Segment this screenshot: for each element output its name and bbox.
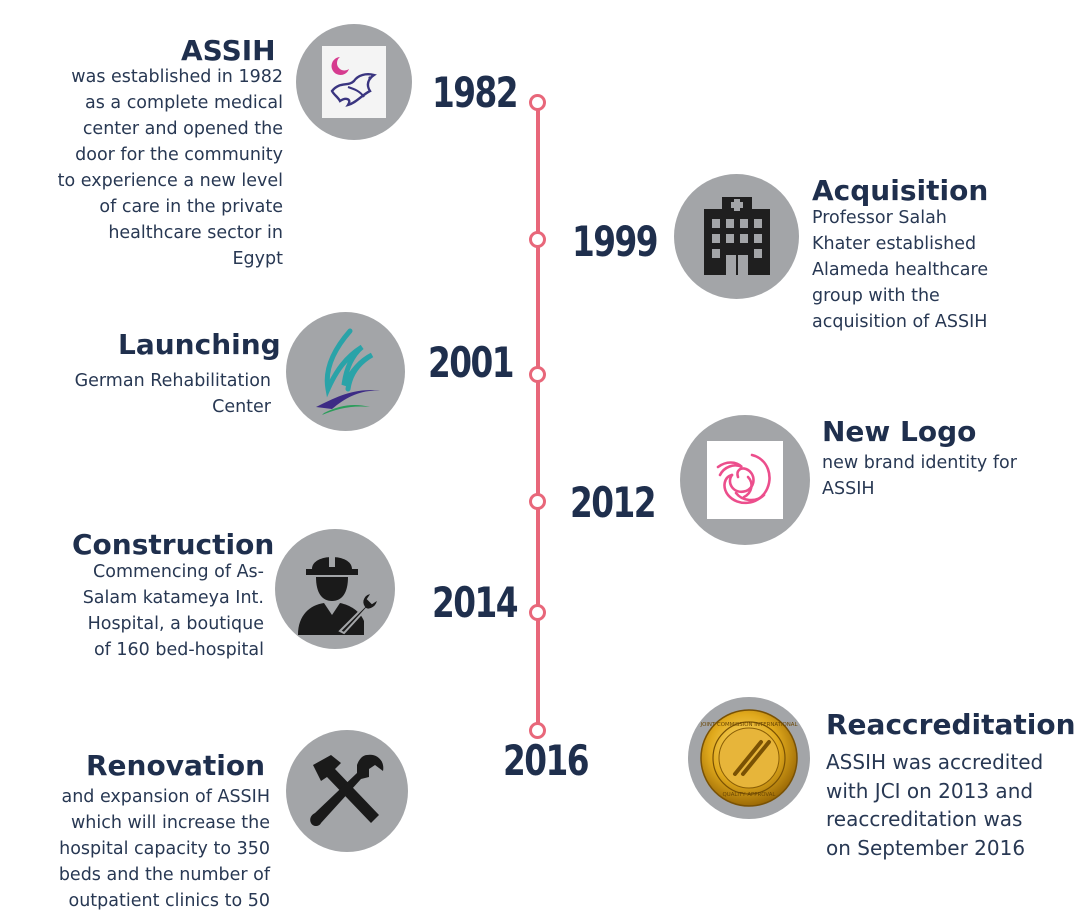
year-2012: 2012 (570, 478, 657, 527)
new-logo-circle (680, 415, 810, 545)
timeline-dot-2001 (529, 366, 546, 383)
assih-title: ASSIH (181, 34, 276, 67)
rehab-center-logo-icon (315, 328, 380, 415)
assih-new-logo-icon (707, 441, 783, 519)
jci-gold-seal-icon: JOINT COMMISSION INTERNATIONAL QUALITY A… (700, 709, 798, 807)
construction-title: Construction (72, 528, 275, 561)
seal-top-text: JOINT COMMISSION INTERNATIONAL (700, 722, 798, 728)
reaccreditation-title: Reaccreditation (826, 708, 1076, 741)
timeline-dot-2012 (529, 493, 546, 510)
acquisition-description: Professor Salah Khater established Alame… (812, 208, 989, 332)
timeline-dot-2016 (529, 722, 546, 739)
new-logo-description: new brand identity for ASSIH (822, 453, 1017, 499)
assih-description: was established in 1982 as a complete me… (57, 67, 283, 269)
launching-circle (286, 312, 405, 431)
acquisition-title: Acquisition (812, 174, 989, 207)
hammer-wrench-icon (310, 754, 384, 826)
year-2001: 2001 (428, 338, 515, 387)
assih-old-logo-icon (322, 46, 386, 118)
timeline-dot-2014 (529, 604, 546, 621)
assih-circle (296, 24, 412, 140)
reaccreditation-circle: JOINT COMMISSION INTERNATIONAL QUALITY A… (688, 697, 810, 819)
renovation-title: Renovation (86, 749, 266, 782)
year-1999: 1999 (572, 217, 659, 266)
timeline-dot-1999 (529, 231, 546, 248)
timeline-axis (536, 102, 540, 730)
year-1982: 1982 (432, 68, 519, 117)
construction-worker-icon (298, 551, 380, 635)
construction-circle (275, 529, 395, 649)
hospital-building-icon (703, 196, 770, 275)
year-2014: 2014 (432, 578, 519, 627)
renovation-circle (286, 730, 408, 852)
construction-description: Commencing of As- Salam katameya Int. Ho… (82, 562, 264, 660)
launching-description: German Rehabilitation Center (74, 371, 271, 417)
year-2016: 2016 (503, 736, 590, 785)
timeline-dot-1982 (529, 94, 546, 111)
new-logo-title: New Logo (822, 415, 977, 448)
seal-bottom-text: QUALITY APPROVAL (723, 792, 776, 798)
renovation-description: and expansion of ASSIH which will increa… (58, 787, 270, 911)
launching-title: Launching (118, 328, 281, 361)
reaccreditation-description: ASSIH was accredited with JCI on 2013 an… (826, 750, 1044, 860)
acquisition-circle (674, 174, 799, 299)
